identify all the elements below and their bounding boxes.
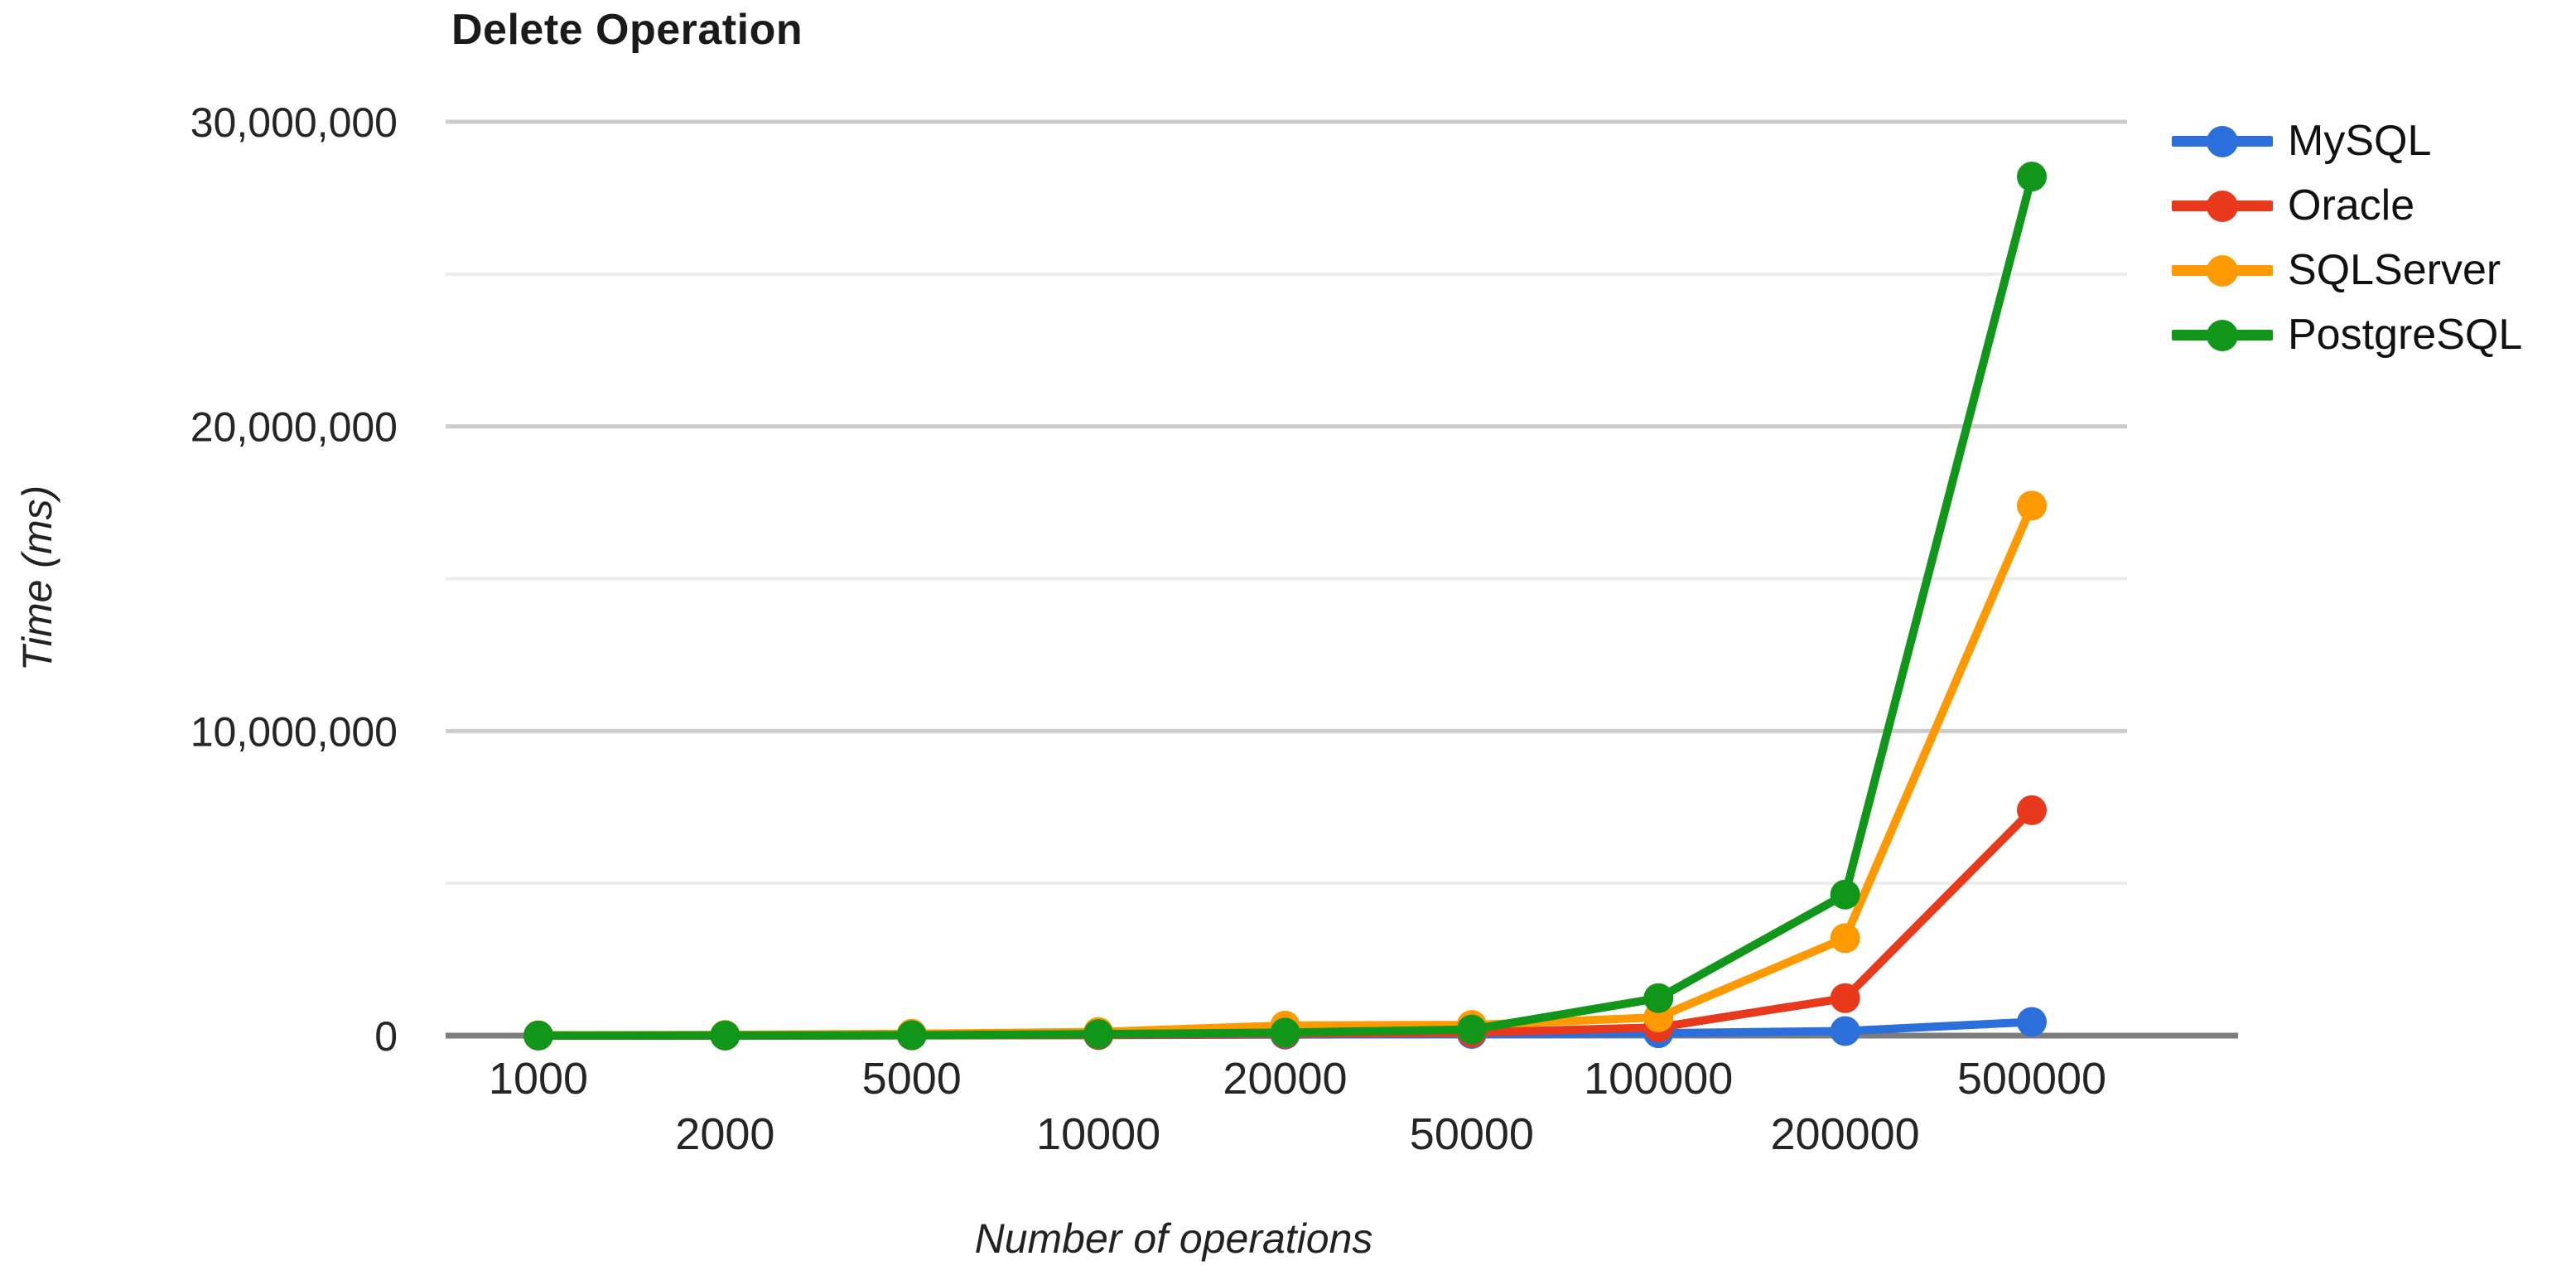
legend-item-oracle: Oracle	[2172, 182, 2522, 229]
chart-title: Delete Operation	[451, 6, 803, 54]
legend-marker	[2172, 318, 2273, 351]
x-tick-label: 500000	[1957, 1054, 2106, 1104]
legend-marker-dot	[2207, 255, 2238, 287]
data-point-postgresql	[523, 1020, 553, 1051]
data-point-postgresql	[1270, 1017, 1300, 1048]
x-tick-label: 50000	[1410, 1109, 1534, 1159]
series-line-sqlserver	[534, 501, 2036, 1040]
series-line-postgresql	[534, 172, 2036, 1040]
series-line-oracle	[534, 805, 2036, 1040]
legend-marker-dot	[2207, 191, 2238, 222]
y-tick-label: 20,000,000	[191, 404, 398, 451]
x-tick-label: 2000	[675, 1109, 774, 1159]
legend-item-postgresql: PostgreSQL	[2172, 312, 2522, 358]
x-axis-title: Number of operations	[975, 1215, 1373, 1262]
data-point-postgresql	[1643, 983, 1674, 1013]
legend-item-sqlserver: SQLServer	[2172, 247, 2522, 293]
x-tick-label: 10000	[1036, 1109, 1160, 1159]
x-tick-label: 1000	[489, 1054, 588, 1104]
legend-label: PostgreSQL	[2288, 311, 2523, 359]
x-tick-label: 20000	[1223, 1054, 1347, 1104]
y-tick-label: 0	[374, 1013, 398, 1060]
legend-marker-dot	[2207, 320, 2238, 351]
x-tick-label: 200000	[1771, 1109, 1920, 1159]
data-point-mysql	[1830, 1016, 1860, 1046]
legend-marker-dot	[2207, 126, 2238, 157]
data-point-sqlserver	[2017, 490, 2047, 521]
data-point-postgresql	[710, 1020, 740, 1051]
legend-label: Oracle	[2288, 181, 2415, 229]
data-point-sqlserver	[1830, 923, 1860, 954]
y-tick-label: 10,000,000	[191, 708, 398, 755]
x-tick-label: 5000	[862, 1054, 962, 1104]
data-point-postgresql	[1456, 1014, 1487, 1045]
data-point-mysql	[2017, 1007, 2047, 1037]
legend-marker	[2172, 254, 2273, 287]
data-point-postgresql	[2017, 162, 2047, 192]
data-point-postgresql	[896, 1020, 927, 1051]
legend-label: MySQL	[2288, 117, 2432, 165]
y-tick-label: 30,000,000	[191, 99, 398, 146]
legend-item-mysql: MySQL	[2172, 118, 2522, 164]
legend: MySQL Oracle SQLServer PostgreSQL	[2172, 118, 2522, 376]
data-point-oracle	[2017, 795, 2047, 825]
x-tick-label: 100000	[1584, 1054, 1733, 1104]
data-point-postgresql	[1083, 1019, 1114, 1050]
legend-label: SQLServer	[2288, 246, 2501, 294]
data-point-postgresql	[1830, 879, 1860, 910]
data-point-oracle	[1830, 983, 1860, 1013]
legend-marker	[2172, 124, 2273, 157]
legend-marker	[2172, 189, 2273, 222]
y-axis-title: Time (ms)	[14, 485, 60, 672]
